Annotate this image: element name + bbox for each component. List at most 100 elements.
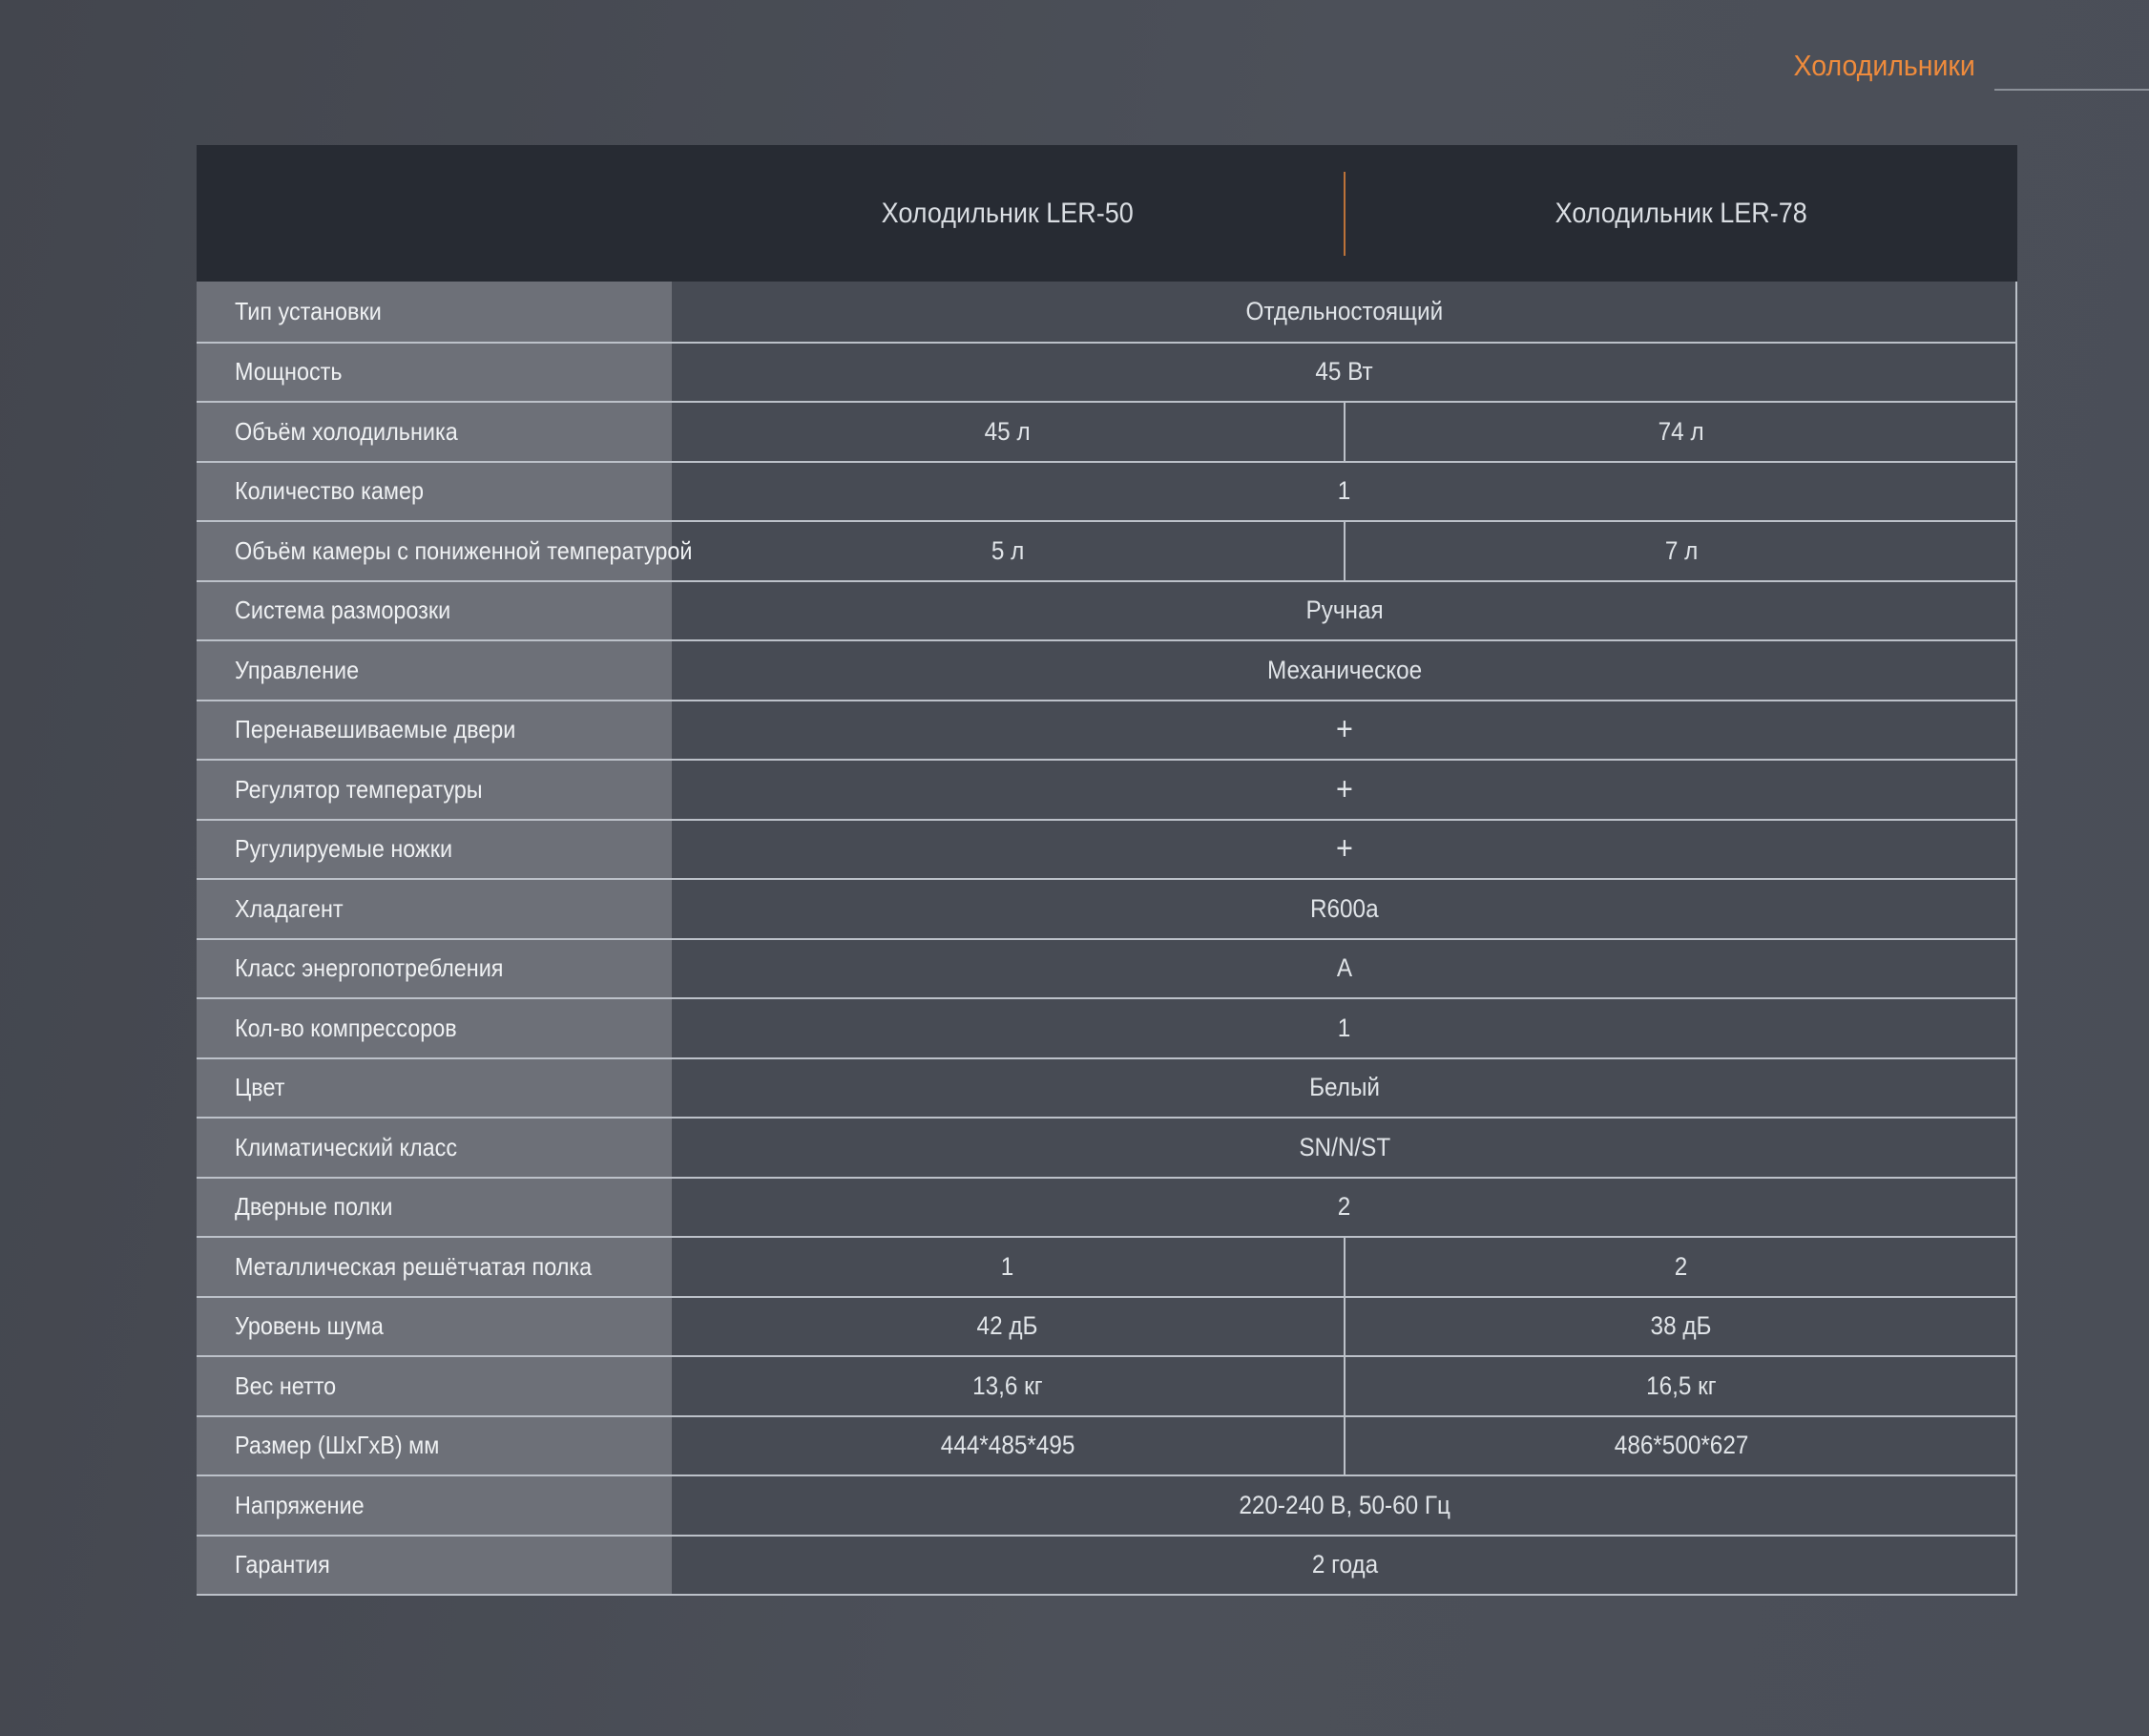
category-heading-text: Холодильники bbox=[1793, 49, 1975, 82]
decorative-rule bbox=[1994, 89, 2149, 91]
spec-label-cell: Размер (ШхГхВ) мм bbox=[197, 1416, 672, 1475]
table-row: Количество камер 1 bbox=[197, 460, 2017, 521]
product-name: Холодильник LER-50 bbox=[881, 197, 1135, 229]
spec-value-cell: SN/N/ST bbox=[672, 1119, 2017, 1177]
spec-label: Гарантия bbox=[235, 1550, 330, 1579]
spec-label-cell: Кол-во компрессоров bbox=[197, 999, 672, 1057]
spec-value-cell: 444*485*495 bbox=[672, 1416, 1346, 1475]
spec-label: Система разморозки bbox=[235, 596, 451, 625]
spec-value: Белый bbox=[1309, 1073, 1380, 1102]
spec-label: Размер (ШхГхВ) мм bbox=[235, 1431, 440, 1460]
table-right-border bbox=[2015, 282, 2017, 1596]
spec-value: 7 л bbox=[1664, 535, 1699, 565]
product-column-header-1: Холодильник LER-50 bbox=[672, 198, 1344, 230]
spec-label: Кол-во компрессоров bbox=[235, 1013, 457, 1042]
spec-label-cell: Регулятор температуры bbox=[197, 761, 672, 819]
table-row: Управление Механическое bbox=[197, 639, 2017, 700]
spec-label: Мощность bbox=[235, 357, 343, 387]
table-row: Напряжение 220-240 В, 50-60 Гц bbox=[197, 1475, 2017, 1535]
spec-label: Ругулируемые ножки bbox=[235, 834, 453, 864]
table-row: Металлическая решётчатая полка 1 2 bbox=[197, 1236, 2017, 1296]
table-row: Вес нетто 13,6 кг 16,5 кг bbox=[197, 1355, 2017, 1415]
spec-value: 45 л bbox=[985, 416, 1031, 446]
spec-value: 42 дБ bbox=[977, 1311, 1038, 1341]
spec-value-cell: 13,6 кг bbox=[672, 1357, 1346, 1415]
spec-value-cell: 2 bbox=[672, 1179, 2017, 1237]
table-row: Объём холодильника 45 л 74 л bbox=[197, 401, 2017, 461]
spec-value-cell: 38 дБ bbox=[1346, 1298, 2017, 1356]
product-column-header-2: Холодильник LER-78 bbox=[1346, 198, 2017, 230]
spec-label: Хладагент bbox=[235, 893, 344, 923]
spec-label-cell: Цвет bbox=[197, 1058, 672, 1117]
spec-values: + bbox=[672, 701, 2017, 759]
spec-label: Объём камеры с пониженной температурой bbox=[235, 535, 693, 565]
spec-label: Цвет bbox=[235, 1073, 285, 1102]
header-divider-line bbox=[1344, 171, 1346, 256]
spec-values: + bbox=[672, 761, 2017, 819]
spec-values: 220-240 В, 50-60 Гц bbox=[672, 1476, 2017, 1535]
spec-label: Регулятор температуры bbox=[235, 774, 483, 804]
spec-values: 1 bbox=[672, 999, 2017, 1057]
table-row: Объём камеры с пониженной температурой 5 … bbox=[197, 520, 2017, 580]
spec-values: 45 Вт bbox=[672, 343, 2017, 401]
table-row: Гарантия 2 года bbox=[197, 1534, 2017, 1595]
table-row: Ругулируемые ножки + bbox=[197, 818, 2017, 878]
spec-value: 2 bbox=[1338, 1192, 1351, 1222]
spec-value: 2 bbox=[1675, 1251, 1688, 1281]
spec-value-cell: Механическое bbox=[672, 641, 2017, 700]
spec-label-cell: Уровень шума bbox=[197, 1297, 672, 1355]
table-row: Регулятор температуры + bbox=[197, 759, 2017, 819]
spec-label-cell: Тип установки bbox=[197, 282, 672, 342]
spec-values: Механическое bbox=[672, 641, 2017, 700]
spec-value: Отдельностоящий bbox=[1245, 296, 1444, 325]
spec-label-cell: Управление bbox=[197, 641, 672, 700]
table-row: Уровень шума 42 дБ 38 дБ bbox=[197, 1295, 2017, 1356]
spec-value-cell: 1 bbox=[672, 1238, 1346, 1296]
spec-label: Тип установки bbox=[235, 296, 382, 325]
spec-label: Дверные полки bbox=[235, 1192, 393, 1222]
spec-label-cell: Количество камер bbox=[197, 462, 672, 520]
table-row: Система разморозки Ручная bbox=[197, 579, 2017, 639]
spec-value-cell: 1 bbox=[672, 463, 2017, 521]
spec-values: 1 bbox=[672, 462, 2017, 521]
spec-value: Механическое bbox=[1266, 655, 1423, 684]
spec-label-cell: Дверные полки bbox=[197, 1178, 672, 1236]
spec-value: 45 Вт bbox=[1315, 357, 1374, 387]
spec-value: 486*500*627 bbox=[1614, 1431, 1749, 1460]
spec-values: 2 bbox=[672, 1178, 2017, 1237]
spec-label-cell: Мощность bbox=[197, 343, 672, 401]
table-row: Цвет Белый bbox=[197, 1056, 2017, 1117]
spec-label-cell: Гарантия bbox=[197, 1536, 672, 1594]
spec-values: R600a bbox=[672, 880, 2017, 938]
spec-value-cell: 2 года bbox=[672, 1537, 2017, 1595]
spec-value: A bbox=[1336, 953, 1353, 983]
spec-value: + bbox=[1336, 711, 1353, 748]
spec-value: 1 bbox=[1338, 1013, 1351, 1042]
table-row: Дверные полки 2 bbox=[197, 1176, 2017, 1237]
spec-label-cell: Вес нетто bbox=[197, 1357, 672, 1415]
spec-label-cell: Металлическая решётчатая полка bbox=[197, 1238, 672, 1296]
spec-label: Объём холодильника bbox=[235, 416, 458, 446]
spec-values: 42 дБ 38 дБ bbox=[672, 1297, 2017, 1356]
spec-value: 220-240 В, 50-60 Гц bbox=[1239, 1490, 1450, 1519]
spec-value-cell: 42 дБ bbox=[672, 1297, 1346, 1355]
spec-label-cell: Хладагент bbox=[197, 880, 672, 938]
spec-value-cell: 1 bbox=[672, 999, 2017, 1057]
spec-value-cell: 220-240 В, 50-60 Гц bbox=[672, 1476, 2017, 1535]
spec-values: A bbox=[672, 939, 2017, 997]
comparison-table: Холодильник LER-50 Холодильник LER-78 Ти… bbox=[197, 145, 2017, 1596]
table-row: Кол-во компрессоров 1 bbox=[197, 997, 2017, 1057]
spec-value: R600a bbox=[1310, 893, 1379, 923]
spec-value: + bbox=[1336, 770, 1353, 807]
spec-label-cell: Ругулируемые ножки bbox=[197, 820, 672, 878]
spec-value: 13,6 кг bbox=[972, 1370, 1043, 1400]
spec-values: Белый bbox=[672, 1058, 2017, 1117]
spec-value: 444*485*495 bbox=[940, 1431, 1075, 1460]
table-row: Класс энергопотребления A bbox=[197, 937, 2017, 997]
spec-value: Ручная bbox=[1305, 596, 1384, 625]
table-body: Тип установки Отдельностоящий Мощность 45 В… bbox=[197, 282, 2017, 1596]
spec-value: 38 дБ bbox=[1651, 1311, 1712, 1341]
spec-label: Металлическая решётчатая полка bbox=[235, 1251, 593, 1281]
spec-value-cell: 5 л bbox=[672, 522, 1346, 580]
spec-values: 444*485*495 486*500*627 bbox=[672, 1416, 2017, 1475]
